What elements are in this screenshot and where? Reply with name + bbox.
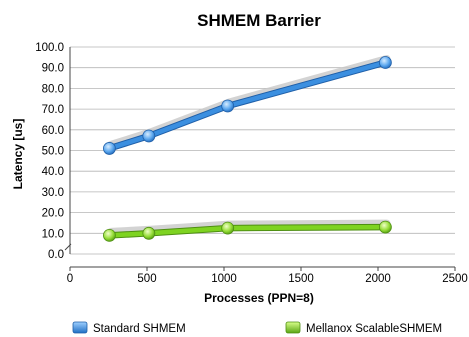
series-line-standard-shmem [107,60,388,151]
x-axis-label: Processes (PPN=8) [204,291,314,305]
data-point-mellanox-scalableshmem [142,226,156,240]
y-tick-label: 60.0 [42,125,64,137]
legend: Standard SHMEM Mellanox ScalableSHMEM [72,321,442,335]
y-tick-label: 80.0 [42,83,64,95]
data-point-mellanox-scalableshmem [378,220,392,234]
y-tick-label: 20.0 [42,208,64,220]
legend-swatch-standard-shmem [72,321,88,334]
y-tick-label: 40.0 [42,166,64,178]
x-tick-label: 0 [67,273,73,285]
data-point-standard-shmem [221,99,235,113]
y-tick-label: 30.0 [42,187,64,199]
data-point-standard-shmem [103,142,116,155]
legend-label-standard-shmem: Standard SHMEM [93,323,186,335]
data-point-mellanox-scalableshmem [103,228,116,242]
y-tick-label: 100.0 [35,42,64,54]
x-tick-label: 500 [137,273,156,285]
y-tick-label: 0.0 [48,249,64,261]
data-point-standard-shmem [142,129,156,143]
x-tick-label: 2500 [442,273,468,285]
y-tick-labels: 0.0 10.0 20.0 30.0 40.0 50.0 60.0 70.0 80.0 90.0 1… [35,42,64,261]
axis-break-mark [64,243,72,251]
series-layer [103,55,392,242]
y-tick-label: 10.0 [42,228,64,240]
legend-label-mellanox-scalableshmem: Mellanox ScalableSHMEM [306,323,442,335]
y-tick-label: 70.0 [42,104,64,116]
series-line-mellanox-scalableshmem [107,224,388,238]
axes [64,47,456,271]
x-tick-label: 1500 [288,273,314,285]
chart-title: SHMEM Barrier [197,11,321,30]
data-point-standard-shmem [378,56,392,69]
legend-swatch-mellanox-scalableshmem [285,321,301,334]
series-shadow-mellanox-scalableshmem [107,219,391,235]
y-tick-label: 90.0 [42,63,64,75]
y-tick-label: 50.0 [42,146,64,158]
x-tick-label: 1000 [211,273,237,285]
data-point-mellanox-scalableshmem [221,221,235,235]
x-tick-label: 2000 [365,273,391,285]
x-tick-labels: 0 500 1000 1500 2000 2500 [67,273,468,285]
y-axis-label: Latency [us] [11,119,25,190]
